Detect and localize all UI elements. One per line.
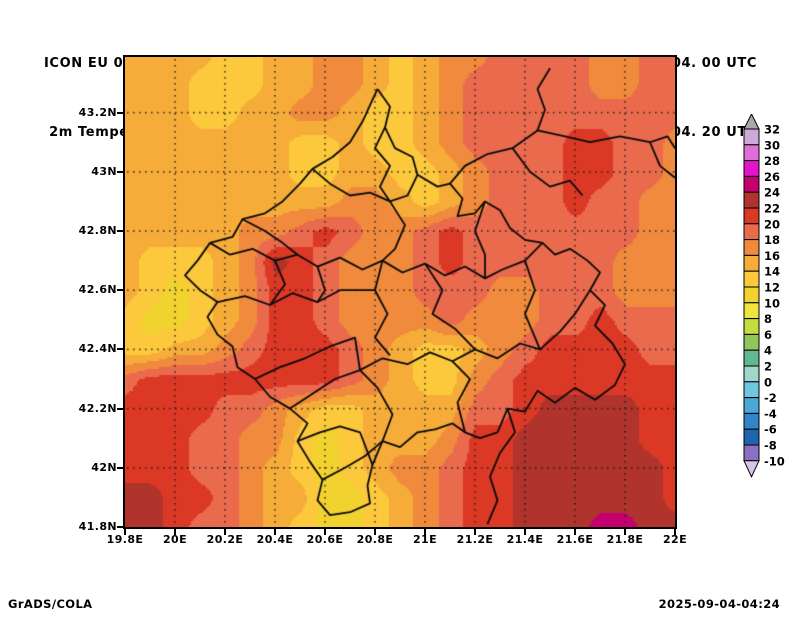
lat-tick <box>117 111 123 114</box>
lon-tick <box>624 529 626 535</box>
colorbar-label-2: 2 <box>764 360 772 374</box>
colorbar-label-30: 30 <box>764 138 780 152</box>
lat-tick <box>117 289 123 292</box>
lat-tick <box>117 230 123 233</box>
colorbar-label-22: 22 <box>764 202 780 216</box>
creation-timestamp: 2025-09-04-04:24 <box>658 597 780 611</box>
lon-tick <box>574 529 576 535</box>
lat-label-42.2N: 42.2N <box>78 401 117 415</box>
colorbar-cell <box>743 365 760 383</box>
lon-tick <box>224 529 226 535</box>
lon-tick <box>674 529 676 535</box>
lat-label-43N: 43N <box>91 164 117 178</box>
colorbar-label-0: 0 <box>764 375 772 389</box>
colorbar-label--2: -2 <box>764 391 777 405</box>
colorbar-cell <box>743 349 760 367</box>
lon-label-21E: 21E <box>412 533 438 546</box>
colorbar-cell <box>743 381 760 399</box>
lon-label-19.8E: 19.8E <box>106 533 144 546</box>
lat-tick <box>117 466 123 469</box>
temperature-field-canvas <box>125 57 675 527</box>
colorbar-cell <box>743 302 760 320</box>
colorbar-label--10: -10 <box>764 454 785 468</box>
colorbar-label-28: 28 <box>764 154 780 168</box>
colorbar-label--8: -8 <box>764 439 777 453</box>
lat-label-42.6N: 42.6N <box>78 283 117 297</box>
lon-tick <box>174 529 176 535</box>
lat-tick <box>117 348 123 351</box>
lon-tick <box>524 529 526 535</box>
lat-tick <box>117 170 123 173</box>
lon-label-22E: 22E <box>662 533 688 546</box>
lon-label-21.4E: 21.4E <box>506 533 544 546</box>
colorbar-cell <box>743 444 760 462</box>
lon-label-20E: 20E <box>162 533 188 546</box>
lon-label-20.6E: 20.6E <box>306 533 344 546</box>
lat-tick <box>117 407 123 410</box>
colorbar-label-32: 32 <box>764 123 780 137</box>
lat-tick <box>117 526 123 528</box>
colorbar-cell <box>743 397 760 414</box>
colorbar-label-8: 8 <box>764 312 772 326</box>
lon-tick <box>274 529 276 535</box>
colorbar-label-24: 24 <box>764 186 780 200</box>
lat-label-41.8N: 41.8N <box>78 520 117 533</box>
colorbar-cell <box>743 239 760 256</box>
lon-tick <box>374 529 376 535</box>
lon-label-20.4E: 20.4E <box>256 533 294 546</box>
colorbar-label-6: 6 <box>764 328 772 342</box>
colorbar-label-16: 16 <box>764 249 780 263</box>
colorbar-label--4: -4 <box>764 407 777 421</box>
colorbar-arrow-bottom <box>743 460 760 478</box>
colorbar-cell <box>743 160 760 177</box>
colorbar-cell <box>743 412 760 430</box>
lon-tick <box>424 529 426 535</box>
lat-label-43.2N: 43.2N <box>78 105 117 119</box>
colorbar-arrow-top <box>743 114 760 130</box>
colorbar-label-4: 4 <box>764 344 772 358</box>
colorbar-label-20: 20 <box>764 217 780 231</box>
colorbar-cell <box>743 175 760 193</box>
colorbar-cell <box>743 333 760 351</box>
lon-label-21.6E: 21.6E <box>556 533 594 546</box>
colorbar-cell <box>743 144 760 162</box>
colorbar-cell <box>743 270 760 288</box>
colorbar-cell <box>743 428 760 446</box>
colorbar-cell <box>743 207 760 225</box>
colorbar-label-10: 10 <box>764 296 780 310</box>
lon-label-20.8E: 20.8E <box>356 533 394 546</box>
colorbar-label-14: 14 <box>764 265 780 279</box>
lon-tick <box>124 529 126 535</box>
colorbar-label-18: 18 <box>764 233 780 247</box>
colorbar-label--6: -6 <box>764 423 777 437</box>
lat-label-42.4N: 42.4N <box>78 342 117 356</box>
colorbar-cell <box>743 318 760 335</box>
grads-credit: GrADS/COLA <box>8 597 93 611</box>
colorbar-label-26: 26 <box>764 170 780 184</box>
colorbar-cell <box>743 128 760 146</box>
lon-tick <box>474 529 476 535</box>
map-area <box>123 55 677 529</box>
colorbar-cell <box>743 286 760 304</box>
lon-label-21.2E: 21.2E <box>456 533 494 546</box>
colorbar-cell <box>743 254 760 272</box>
colorbar-cell <box>743 191 760 209</box>
colorbar-label-12: 12 <box>764 281 780 295</box>
lon-label-20.2E: 20.2E <box>206 533 244 546</box>
colorbar-cell <box>743 223 760 241</box>
lat-label-42N: 42N <box>91 460 117 474</box>
lon-label-21.8E: 21.8E <box>606 533 644 546</box>
lat-label-42.8N: 42.8N <box>78 224 117 238</box>
lon-tick <box>324 529 326 535</box>
